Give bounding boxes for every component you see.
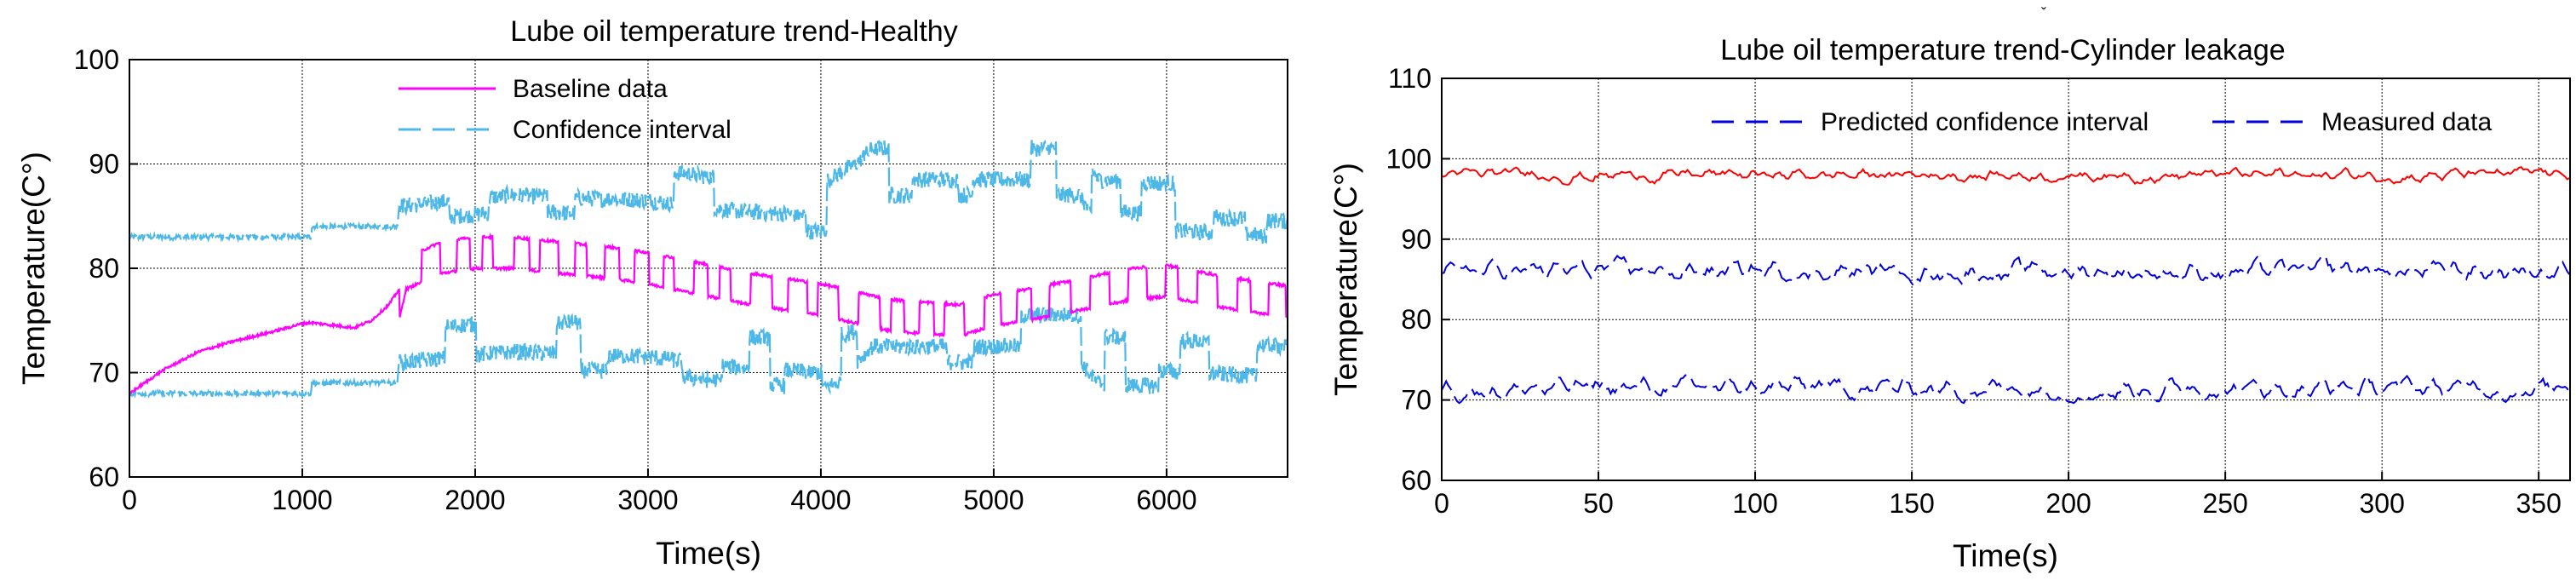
x-tick-label: 0 <box>122 485 137 515</box>
x-axis-label: Time(s) <box>656 536 761 571</box>
series-predicted-upper <box>1441 254 2571 288</box>
x-tick-label: 150 <box>1889 488 1934 519</box>
y-tick-label: 100 <box>74 44 119 75</box>
plot-area <box>1442 78 2570 480</box>
series-layer <box>1441 165 2571 405</box>
x-tick-label: 300 <box>2359 488 2404 519</box>
plot-frame <box>1441 78 2571 481</box>
stray-mark: ˇ <box>2041 5 2046 22</box>
x-tick-label: 50 <box>1583 488 1614 519</box>
series-confidence-upper <box>128 138 1289 244</box>
y-tick-label: 70 <box>89 358 119 388</box>
x-tick-label: 250 <box>2202 488 2247 519</box>
legend-label-predicted: Predicted confidence interval <box>1821 108 2149 136</box>
x-tick-label: 2000 <box>445 485 505 515</box>
ticks: 0 50 100 150 200 250 300 350 60 70 80 90 100 110 <box>1386 63 2562 519</box>
x-tick-label: 6000 <box>1136 485 1196 515</box>
series-layer <box>128 138 1289 399</box>
legend: Baseline data Confidence interval <box>399 75 731 144</box>
x-axis-label: Time(s) <box>1953 538 2058 573</box>
y-tick-label: 70 <box>1401 385 1431 416</box>
y-tick-label: 110 <box>1388 63 1431 94</box>
chart-healthy: Lube oil temperature trend-Healthy 0 1000… <box>16 15 1289 571</box>
series-confidence-lower <box>128 307 1289 399</box>
legend-label-measured: Measured data <box>2321 108 2492 136</box>
chart-title: Lube oil temperature trend-Cylinder leak… <box>1720 34 2285 66</box>
series-baseline <box>129 233 1288 395</box>
x-tick-label: 5000 <box>963 485 1024 515</box>
grid <box>1442 78 2570 480</box>
x-tick-label: 1000 <box>272 485 332 515</box>
chart-cylinder-leakage: Lube oil temperature trend-Cylinder leak… <box>1328 5 2571 573</box>
x-tick-label: 3000 <box>617 485 678 515</box>
y-tick-label: 60 <box>1401 465 1431 496</box>
ticks: 0 1000 2000 3000 4000 5000 6000 60 70 80 90 100 <box>74 44 1197 515</box>
series-predicted-lower <box>1441 374 2571 405</box>
y-tick-label: 80 <box>89 253 119 284</box>
y-tick-label: 100 <box>1386 143 1431 174</box>
legend-label-confidence: Confidence interval <box>513 116 731 144</box>
chart-title: Lube oil temperature trend-Healthy <box>510 15 957 48</box>
x-tick-label: 0 <box>1434 488 1449 519</box>
x-tick-label: 4000 <box>790 485 851 515</box>
x-tick-label: 200 <box>2045 488 2091 519</box>
legend: Predicted confidence interval Measured d… <box>1712 108 2492 136</box>
legend-label-baseline: Baseline data <box>513 75 668 103</box>
y-tick-label: 60 <box>89 462 119 492</box>
y-axis-label: Temperature(C°) <box>1328 163 1363 396</box>
x-tick-label: 100 <box>1732 488 1777 519</box>
y-tick-label: 80 <box>1401 304 1431 335</box>
y-tick-label: 90 <box>1401 224 1431 255</box>
y-axis-label: Temperature(C°) <box>16 152 51 385</box>
series-measured <box>1441 165 2570 186</box>
x-tick-label: 350 <box>2516 488 2561 519</box>
y-tick-label: 90 <box>89 149 119 180</box>
